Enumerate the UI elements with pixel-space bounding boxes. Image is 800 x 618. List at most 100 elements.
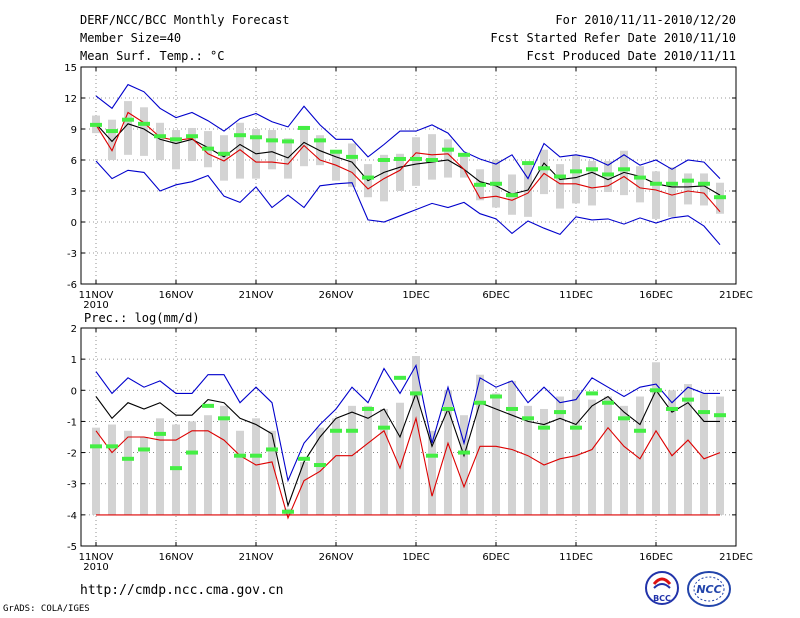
ensemble-box [444,390,452,515]
observation-marker [314,138,326,143]
observation-marker [538,425,550,430]
y-tick-label: 2 [71,324,77,335]
series-line-max [95,83,721,180]
observation-marker [266,447,278,452]
ensemble-box [508,380,516,515]
observation-marker [426,453,438,458]
x-tick-label: 16NOV [159,552,194,563]
series-line-median [95,111,721,213]
variable-label: Mean Surf. Temp.: °C [80,49,225,63]
x-tick-label: 11NOV [79,552,114,563]
series-line-min [95,160,721,246]
series-line-median [95,416,721,520]
ensemble-box [92,427,100,515]
panel-title: Prec.: log(mm/d) [84,311,200,325]
y-tick-label: 0 [71,386,77,397]
observation-marker [170,137,182,142]
y-tick-label: 0 [71,218,77,229]
observation-marker [602,400,614,405]
y-tick-label: -1 [67,417,77,428]
observation-marker [618,167,630,172]
observation-marker [394,156,406,161]
ensemble-box [540,408,548,515]
observation-marker [490,394,502,399]
svg-text:BCC: BCC [653,594,671,603]
observation-marker [666,181,678,186]
ensemble-box [220,135,228,181]
ensemble-box [108,119,116,160]
y-tick-label: -4 [67,511,77,522]
ensemble-box [412,137,420,186]
ensemble-box [540,149,548,195]
observation-marker [298,456,310,461]
x-tick-label: 21NOV [239,290,274,301]
observation-marker [650,388,662,393]
ensemble-box [524,405,532,515]
x-tick-label: 6DEC [482,290,509,301]
website-url[interactable]: http://cmdp.ncc.cma.gov.cn [80,583,284,598]
member-size: Member Size=40 [80,31,182,45]
ensemble-box [460,156,468,178]
forecast-produced-date: Fcst Produced Date 2010/11/11 [526,49,736,63]
observation-marker [586,167,598,172]
ensemble-box [156,122,164,160]
y-tick-label: 6 [71,156,77,167]
grads-credit: GrADS: COLA/IGES [3,604,90,614]
observation-marker [554,174,566,179]
observation-marker [106,444,118,449]
ensemble-box [348,143,356,187]
ensemble-box [204,415,212,515]
observation-marker [298,125,310,130]
observation-marker [234,133,246,138]
x-tick-label: 26NOV [319,552,354,563]
observation-marker [586,391,598,396]
x-tick-label: 6DEC [482,552,509,563]
observation-marker [458,450,470,455]
ensemble-box [700,173,708,206]
ensemble-box [156,418,164,515]
observation-marker [410,391,422,396]
observation-marker [714,413,726,418]
ensemble-box [460,415,468,515]
ensemble-box [636,396,644,515]
ensemble-box [572,390,580,515]
ensemble-box [684,173,692,205]
ensemble-box [684,384,692,515]
observation-marker [186,450,198,455]
svg-text:NCC: NCC [696,583,721,596]
ensemble-box [396,402,404,515]
ensemble-box [572,154,580,204]
forecast-start-date: Fcst Started Refer Date 2010/11/10 [490,31,736,45]
ensemble-box [668,167,676,217]
y-tick-label: -5 [67,542,77,553]
ensemble-box [604,161,612,193]
ensemble-box [364,405,372,515]
x-tick-label: 1DEC [402,552,429,563]
observation-marker [202,146,214,151]
forecast-period: For 2010/11/11-2010/12/20 [555,13,736,27]
ensemble-box [140,107,148,156]
observation-marker [282,139,294,144]
plot-frame [80,327,737,547]
ensemble-box [556,164,564,209]
series-line-max [95,363,720,483]
observation-marker [234,453,246,458]
observation-marker [554,410,566,415]
observation-marker [106,129,118,134]
ensemble-box [236,430,244,515]
x-tick-label: 26NOV [319,290,354,301]
y-tick-label: -6 [67,280,77,291]
x-tick-label: 16DEC [639,290,673,301]
ensemble-box [220,405,228,515]
chart-panel-2: -5 -4 -3 -2 -1 0 1 2 11NOV 16NOV 21NOV 26NOV 1DEC 6DE… [67,311,753,573]
ensemble-box [444,139,452,178]
observation-marker [570,169,582,174]
bcc-logo: BCC [644,570,680,606]
observation-marker [538,166,550,171]
observation-marker [650,181,662,186]
ensemble-box [588,399,596,515]
ensemble-box [396,153,404,191]
y-tick-label: -3 [67,480,77,491]
ensemble-box [172,130,180,170]
x-tick-label: 16NOV [159,290,194,301]
